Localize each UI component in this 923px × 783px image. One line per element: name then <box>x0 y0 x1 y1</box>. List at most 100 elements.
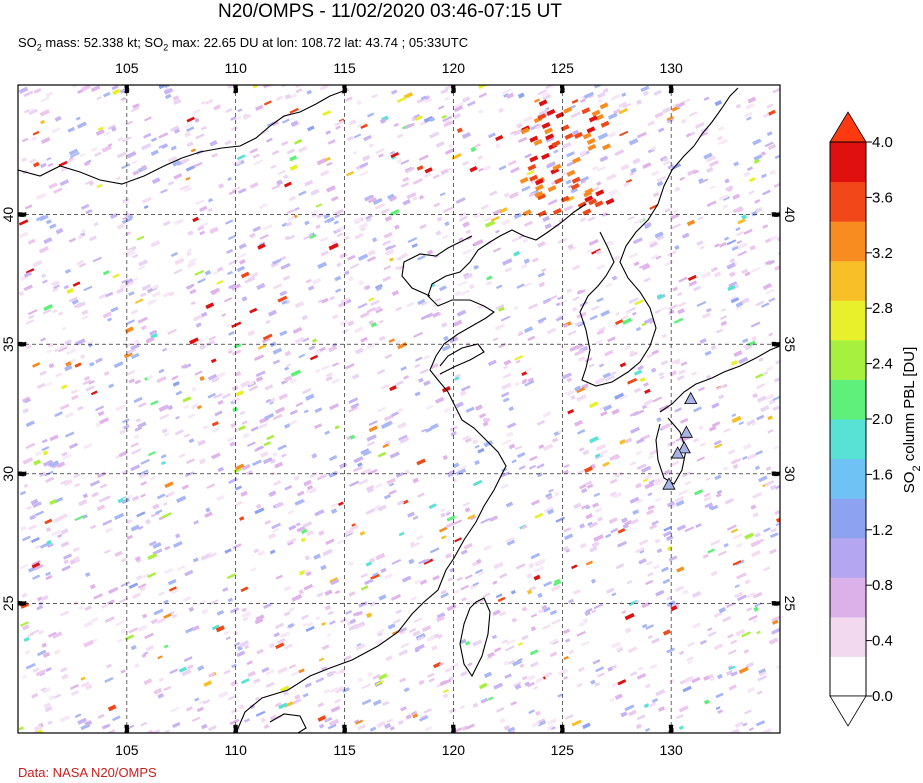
so2-pixel <box>263 602 272 609</box>
so2-pixel <box>487 696 494 701</box>
so2-pixel <box>334 275 342 282</box>
so2-pixel <box>463 542 473 550</box>
so2-pixel <box>128 291 135 297</box>
so2-pixel <box>132 103 140 109</box>
so2-pixel <box>593 339 603 346</box>
so2-pixel <box>372 699 382 706</box>
so2-pixel <box>162 347 168 352</box>
so2-pixel <box>484 220 496 228</box>
so2-pixel <box>35 669 46 677</box>
so2-pixel <box>303 479 312 487</box>
so2-pixel <box>300 528 308 535</box>
so2-pixel <box>443 335 449 342</box>
so2-pixel <box>93 593 103 600</box>
so2-pixel <box>587 521 593 527</box>
so2-pixel <box>45 91 53 98</box>
so2-pixel <box>517 92 525 99</box>
so2-pixel <box>23 90 34 98</box>
so2-pixel <box>703 675 710 681</box>
so2-pixel <box>483 671 493 679</box>
so2-pixel <box>31 135 38 142</box>
so2-pixel <box>97 713 105 720</box>
so2-pixel <box>614 693 623 701</box>
so2-pixel <box>96 471 107 479</box>
so2-pixel <box>81 85 92 92</box>
so2-pixel <box>483 544 492 552</box>
so2-pixel <box>156 493 166 500</box>
so2-pixel <box>254 696 260 701</box>
so2-pixel <box>238 704 245 710</box>
so2-pixel <box>521 634 529 641</box>
so2-pixel <box>23 284 33 292</box>
so2-pixel <box>492 580 498 585</box>
so2-pixel <box>24 204 33 210</box>
so2-pixel <box>216 609 225 616</box>
so2-pixel <box>53 284 60 290</box>
so2-pixel <box>478 92 488 99</box>
so2-pixel <box>647 635 653 640</box>
so2-pixel <box>657 127 665 133</box>
so2-pixel <box>305 625 315 633</box>
so2-pixel <box>45 666 52 672</box>
so2-pixel <box>508 191 519 199</box>
so2-pixel <box>630 167 637 174</box>
so2-pixel <box>130 352 140 360</box>
so2-pixel <box>27 309 38 316</box>
so2-pixel <box>120 628 127 634</box>
so2-pixel <box>555 516 566 523</box>
so2-pixel <box>336 232 344 238</box>
so2-pixel <box>181 157 190 164</box>
so2-pixel <box>779 383 780 390</box>
so2-pixel-hot <box>564 132 574 140</box>
so2-pixel <box>274 406 286 414</box>
so2-pixel <box>317 702 325 708</box>
so2-pixel <box>722 204 729 209</box>
so2-pixel <box>284 423 291 429</box>
so2-pixel <box>755 720 766 727</box>
so2-pixel <box>427 672 435 678</box>
so2-pixel <box>610 93 621 101</box>
so2-pixel <box>589 545 598 553</box>
so2-pixel-hot <box>529 155 539 163</box>
so2-pixel <box>417 298 426 306</box>
so2-pixel <box>47 162 54 168</box>
so2-pixel <box>34 544 41 549</box>
so2-pixel <box>419 579 428 586</box>
so2-pixel <box>726 239 737 246</box>
tick-top-130 <box>668 84 674 94</box>
so2-pixel <box>654 497 663 503</box>
so2-pixel <box>662 629 671 636</box>
so2-pixel <box>51 631 63 639</box>
so2-pixel <box>547 495 553 500</box>
so2-pixel <box>373 305 382 312</box>
so2-pixel-hot <box>582 132 592 140</box>
so2-pixel <box>506 92 515 100</box>
so2-pixel <box>49 499 57 506</box>
so2-pixel <box>661 422 671 430</box>
so2-pixel <box>18 86 29 95</box>
so2-pixel <box>156 617 166 625</box>
so2-pixel <box>121 96 127 102</box>
so2-pixel <box>596 297 604 303</box>
so2-pixel <box>54 115 62 122</box>
so2-pixel <box>402 499 409 505</box>
so2-pixel <box>20 525 27 532</box>
so2-pixel <box>395 306 402 312</box>
so2-pixel <box>122 418 130 424</box>
so2-pixel <box>443 678 452 685</box>
so2-pixel <box>203 680 213 687</box>
so2-pixel <box>615 311 620 316</box>
so2-pixel <box>446 167 452 172</box>
so2-pixel <box>40 96 51 103</box>
so2-pixel <box>467 100 476 107</box>
so2-pixel <box>271 149 280 156</box>
so2-pixel <box>21 592 28 598</box>
so2-pixel <box>500 391 510 398</box>
so2-pixel <box>248 380 255 386</box>
so2-pixel <box>440 512 446 518</box>
so2-pixel <box>173 98 182 105</box>
tick-bottom-110 <box>233 724 239 734</box>
so2-pixel <box>140 325 147 331</box>
so2-pixel <box>314 423 323 430</box>
